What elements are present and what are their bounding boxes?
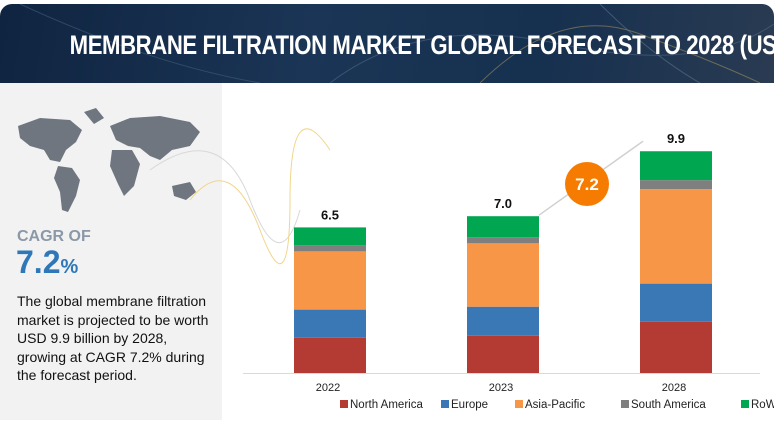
legend-swatch-4 bbox=[741, 400, 749, 408]
bar-segment-row-2023 bbox=[467, 216, 539, 238]
bar-segment-south-america-2023 bbox=[467, 237, 539, 244]
legend-swatch-3 bbox=[621, 400, 629, 408]
total-label-2022: 6.5 bbox=[321, 207, 339, 222]
bar-segment-north-america-2023 bbox=[467, 335, 539, 373]
cagr-bubble-label: 7.2 bbox=[575, 175, 599, 194]
legend-label-1: Europe bbox=[451, 399, 488, 411]
bar-segment-row-2022 bbox=[294, 227, 366, 246]
x-tick-2022: 2022 bbox=[316, 382, 340, 394]
bar-segment-europe-2023 bbox=[467, 306, 539, 336]
total-label-2023: 7.0 bbox=[494, 196, 512, 211]
bar-segment-north-america-2022 bbox=[294, 337, 366, 373]
bar-segment-asia-pacific-2028 bbox=[640, 189, 712, 284]
cagr-label: CAGR OF bbox=[17, 228, 91, 245]
x-tick-2028: 2028 bbox=[662, 382, 686, 394]
total-label-2028: 9.9 bbox=[667, 131, 685, 146]
cagr-unit: % bbox=[60, 256, 79, 278]
bar-segment-south-america-2022 bbox=[294, 245, 366, 252]
legend-label-4: RoW bbox=[751, 399, 774, 411]
description-text: The global membrane filtration market is… bbox=[17, 293, 209, 383]
bar-segment-north-america-2028 bbox=[640, 321, 712, 373]
legend-label-2: Asia-Pacific bbox=[525, 399, 585, 411]
bar-segment-europe-2022 bbox=[294, 309, 366, 338]
header-banner: MEMBRANE FILTRATION MARKET GLOBAL FORECA… bbox=[0, 4, 774, 83]
legend-swatch-0 bbox=[340, 400, 348, 408]
bar-segment-row-2028 bbox=[640, 151, 712, 181]
decorative-lines bbox=[19, 4, 774, 83]
cagr-number: 7.2 bbox=[16, 244, 61, 280]
legend-label-0: North America bbox=[350, 399, 423, 411]
bar-segment-south-america-2028 bbox=[640, 180, 712, 190]
x-tick-2023: 2023 bbox=[489, 382, 513, 394]
bar-segment-asia-pacific-2023 bbox=[467, 243, 539, 307]
bar-segment-europe-2028 bbox=[640, 283, 712, 322]
cagr-value: 7.2% bbox=[16, 244, 78, 281]
legend-label-3: South America bbox=[631, 399, 706, 411]
bar-segment-asia-pacific-2022 bbox=[294, 251, 366, 310]
legend-swatch-1 bbox=[441, 400, 449, 408]
cagr-bubble bbox=[565, 162, 609, 206]
legend-swatch-2 bbox=[515, 400, 523, 408]
page-title: MEMBRANE FILTRATION MARKET GLOBAL FORECA… bbox=[69, 30, 774, 60]
